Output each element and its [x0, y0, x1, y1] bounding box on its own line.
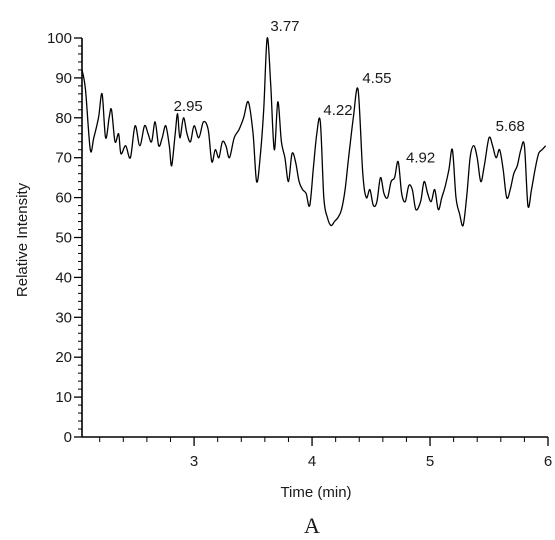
peak-label: 5.68: [496, 118, 525, 135]
x-tick-label: 6: [544, 453, 552, 470]
series: [81, 37, 547, 227]
peak-label: 4.92: [406, 150, 435, 167]
series-line: [81, 37, 547, 227]
y-tick-label: 80: [55, 110, 72, 127]
panel-label: A: [304, 513, 320, 538]
ticks: 0 10 20 30 40 50 60 70 80 90 100 3 4 5 6: [47, 30, 552, 470]
y-tick-label: 40: [55, 269, 72, 286]
axes: [81, 38, 548, 438]
y-tick-label: 30: [55, 309, 72, 326]
y-tick-label: 90: [55, 70, 72, 87]
y-axis-title: Relative Intensity: [14, 182, 31, 297]
y-tick-label: 70: [55, 150, 72, 167]
x-tick-label: 3: [190, 453, 198, 470]
x-tick-label: 4: [308, 453, 316, 470]
y-tick-label: 0: [64, 429, 72, 446]
y-tick-label: 60: [55, 190, 72, 207]
y-tick-label: 100: [47, 30, 72, 47]
y-tick-label: 20: [55, 349, 72, 366]
peak-labels: 2.95 3.77 4.22 4.55 4.92 5.68: [174, 18, 525, 167]
peak-label: 4.22: [323, 102, 352, 119]
x-tick-label: 5: [426, 453, 434, 470]
x-axis-title: Time (min): [280, 484, 351, 501]
peak-label: 3.77: [270, 18, 299, 35]
peak-label: 4.55: [362, 70, 391, 87]
peak-label: 2.95: [174, 98, 203, 115]
y-tick-label: 50: [55, 230, 72, 247]
y-tick-label: 10: [55, 389, 72, 406]
